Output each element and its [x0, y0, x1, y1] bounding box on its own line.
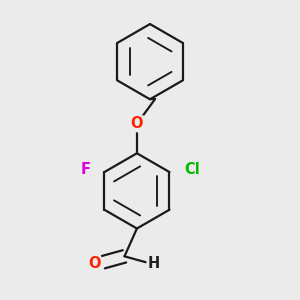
- Text: F: F: [80, 162, 90, 177]
- Text: O: O: [131, 116, 143, 131]
- Text: H: H: [148, 256, 160, 272]
- Text: O: O: [88, 256, 100, 272]
- Text: Cl: Cl: [184, 162, 200, 177]
